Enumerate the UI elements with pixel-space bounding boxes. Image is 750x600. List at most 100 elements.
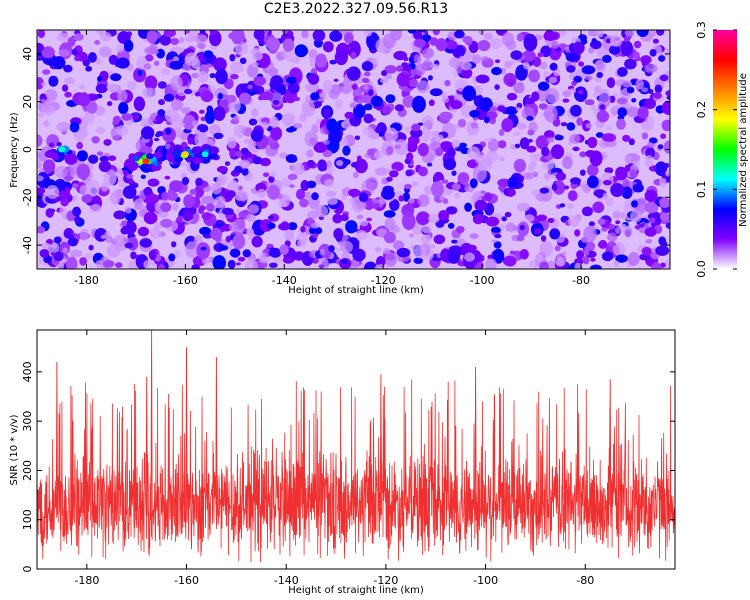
spectrogram-cell — [56, 32, 70, 42]
spectrogram-cell — [574, 86, 588, 102]
spectrogram-cell — [242, 249, 251, 258]
spectrogram-cell — [248, 234, 254, 240]
spectrogram-cell — [301, 100, 316, 117]
spectrogram-peak-3 — [201, 151, 209, 158]
spectrogram-cell — [300, 180, 310, 191]
spectrogram-cell — [504, 60, 512, 69]
spectrogram-cell — [516, 33, 524, 42]
spectrogram-cell — [158, 99, 165, 106]
spectrogram-cell — [315, 204, 328, 218]
spectrogram-cell — [333, 228, 344, 240]
spectrogram-cell — [495, 30, 505, 34]
spectrogram-cell — [664, 259, 670, 269]
spectrogram-cell — [293, 96, 301, 102]
spectrogram-cell — [630, 210, 642, 223]
spectrogram-cell — [343, 32, 354, 44]
spectrogram-cell — [596, 191, 603, 199]
spectrogram-hot-cell — [158, 161, 163, 165]
spectrogram-cell — [200, 246, 207, 251]
spectrogram-cell — [592, 201, 605, 214]
spectrogram-cell — [121, 113, 132, 121]
spectrogram-cell — [282, 256, 294, 264]
spectrogram-hot-cell — [127, 162, 139, 171]
spectrogram-cell — [368, 89, 374, 96]
colorbar-tick-label: 0.0 — [695, 260, 708, 278]
spectrogram-hot-cell — [48, 142, 55, 147]
spectrogram-cell — [428, 213, 440, 224]
spectrogram-cell — [396, 72, 410, 87]
snr-peak-0 — [150, 330, 153, 515]
spectrogram-cell — [74, 54, 81, 62]
spectrogram-cell — [543, 31, 558, 41]
spectrogram-cell — [510, 50, 523, 60]
spectrogram-cell — [163, 30, 176, 38]
spectrogram-cell — [113, 210, 126, 220]
spectrogram-cell — [45, 185, 60, 199]
spectrogram-cell — [656, 30, 665, 36]
spectrogram-cell — [210, 227, 223, 241]
spectrogram-cell — [402, 212, 416, 231]
spectrogram-cell — [357, 98, 363, 106]
spectrogram-cell — [626, 86, 635, 94]
spectrogram-cell — [142, 87, 156, 98]
spectrogram-cell — [167, 191, 178, 201]
spectrogram-cell — [140, 174, 146, 179]
spectrogram-cell — [441, 179, 449, 184]
snr-frame — [36, 329, 676, 570]
spectrogram-cell — [270, 126, 283, 141]
spectrogram-cell — [605, 197, 614, 207]
spectrogram-cell — [353, 104, 366, 119]
spectrogram-cell — [483, 192, 493, 202]
spectrogram-cell — [588, 47, 595, 54]
spectrogram-cell — [53, 236, 62, 244]
spectrogram-cell — [601, 251, 614, 262]
spectrogram-cell — [449, 57, 461, 68]
spectrogram-x-tick-label: -120 — [371, 274, 396, 287]
spectrogram-cell — [137, 226, 149, 237]
spectrogram-cell — [295, 188, 306, 200]
spectrogram-cell — [294, 44, 308, 58]
spectrogram-cell — [622, 134, 631, 142]
spectrogram-cell — [620, 40, 634, 57]
spectrogram-cell — [238, 159, 251, 169]
spectrogram-cell — [450, 100, 463, 110]
spectrogram-cell — [286, 30, 294, 37]
spectrogram-cell — [336, 160, 344, 167]
spectrogram-cell — [578, 90, 584, 95]
spectrogram-y-tick-label: 40 — [21, 47, 34, 61]
spectrogram-cell — [62, 168, 69, 174]
spectrogram-y-tick-label: -20 — [21, 188, 34, 206]
spectrogram-cell — [115, 262, 123, 268]
snr-peak-5 — [379, 374, 382, 515]
spectrogram-cell — [598, 239, 608, 249]
spectrogram-cell — [491, 67, 502, 76]
spectrogram-cell — [222, 207, 234, 215]
spectrogram-cell — [282, 38, 295, 52]
spectrogram-cell — [100, 31, 112, 42]
spectrogram-cell — [405, 169, 413, 177]
spectrogram-cell — [235, 208, 241, 214]
spectrogram-cell — [252, 51, 263, 61]
spectrogram-cell — [649, 217, 656, 223]
spectrogram-cell — [85, 66, 93, 72]
spectrogram-cell — [596, 110, 610, 123]
spectrogram-cell — [462, 35, 473, 44]
spectrogram-cell — [169, 60, 184, 70]
spectrogram-cell — [597, 218, 606, 225]
spectrogram-cell — [39, 249, 50, 258]
spectrogram-cell — [132, 112, 140, 121]
spectrogram-cell — [601, 226, 608, 232]
spectrogram-cell — [451, 239, 458, 244]
spectrogram-hot-cell — [51, 149, 57, 153]
spectrogram-cell — [665, 222, 670, 229]
spectrogram-cell — [216, 174, 228, 186]
spectrogram-hot-cell — [132, 155, 140, 162]
spectrogram-cell — [363, 126, 374, 136]
spectrogram-cell — [502, 255, 517, 267]
spectrogram-cell — [317, 159, 327, 172]
spectrogram-cell — [386, 176, 393, 182]
spectrogram-cell — [475, 74, 490, 84]
spectrogram-cell — [60, 197, 69, 207]
spectrogram-cell — [213, 57, 227, 72]
spectrogram-cell — [665, 90, 670, 97]
